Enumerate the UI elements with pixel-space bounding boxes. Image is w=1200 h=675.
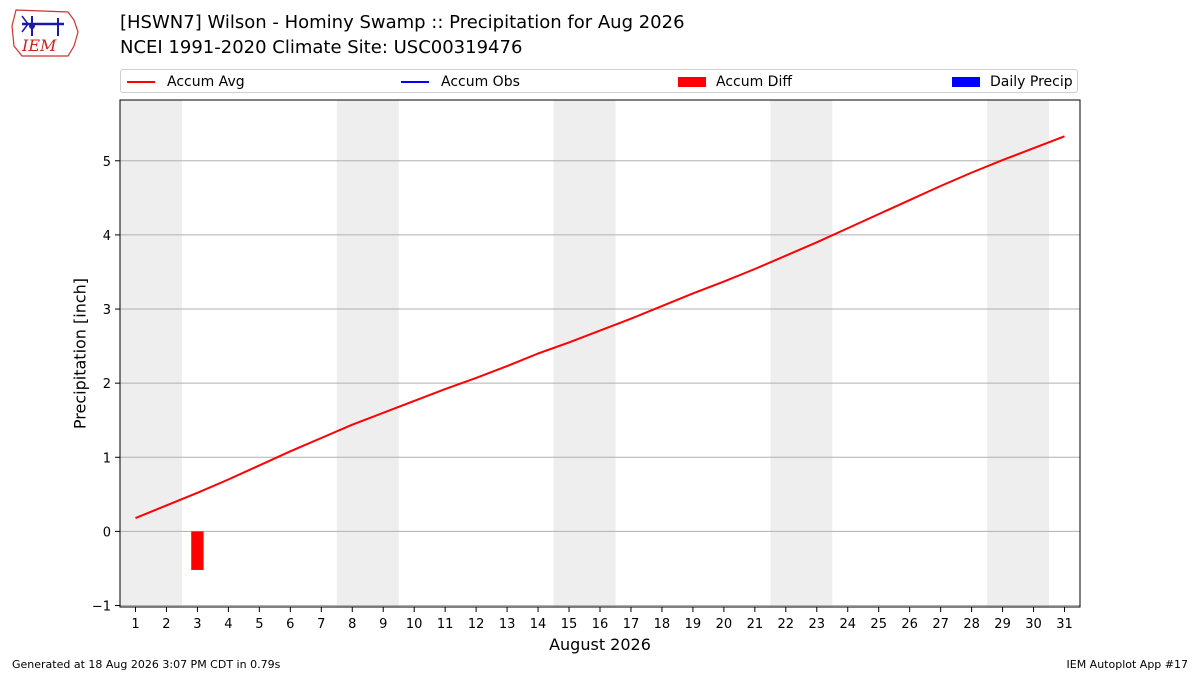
iem-logo: IEM	[11, 9, 79, 57]
weekend-band	[987, 100, 1050, 607]
legend-label: Daily Precip	[990, 74, 1073, 90]
generated-timestamp: Generated at 18 Aug 2026 3:07 PM CDT in …	[12, 658, 281, 671]
legend-item-accum-diff: Accum Diff	[678, 73, 792, 91]
y-gridlines	[120, 160, 1080, 607]
y-tick-label: 0	[103, 525, 111, 540]
x-tick-label: 21	[747, 617, 764, 632]
x-tick-label: 16	[592, 617, 609, 632]
weekend-band	[553, 100, 616, 607]
y-tick-label: 2	[103, 377, 111, 392]
x-tick-label: 15	[561, 617, 578, 632]
plot-frame	[119, 99, 1081, 608]
x-tick-label: 18	[654, 617, 671, 632]
weekend-shading	[120, 100, 1050, 607]
x-tick-label: 30	[1025, 617, 1042, 632]
x-tick-label: 10	[406, 617, 423, 632]
y-axis-ticks: −1 0 1 2 3 4 5	[92, 155, 120, 615]
legend-item-accum-avg: Accum Avg	[127, 73, 245, 91]
x-tick-label: 23	[809, 617, 826, 632]
x-tick-label: 31	[1056, 617, 1073, 632]
weekend-band	[336, 100, 399, 607]
x-axis-label: August 2026	[549, 635, 651, 654]
legend-label: Accum Obs	[441, 74, 520, 90]
x-tick-label: 17	[623, 617, 640, 632]
x-tick-label: 26	[901, 617, 918, 632]
logo-text: IEM	[21, 36, 57, 55]
y-tick-label: 1	[103, 451, 111, 466]
x-tick-label: 22	[778, 617, 795, 632]
x-tick-label: 9	[379, 617, 387, 632]
x-tick-label: 25	[870, 617, 887, 632]
x-tick-label: 13	[499, 617, 516, 632]
x-tick-label: 12	[468, 617, 485, 632]
x-tick-label: 27	[932, 617, 949, 632]
weekend-band	[770, 100, 833, 607]
weekend-band	[120, 100, 182, 607]
x-tick-label: 1	[131, 617, 139, 632]
legend-item-accum-obs: Accum Obs	[401, 73, 520, 91]
legend-patch-swatch	[952, 77, 980, 87]
accum-diff-bar	[191, 531, 204, 570]
legend-line-swatch	[401, 81, 429, 83]
legend-patch-swatch	[678, 77, 706, 87]
legend-line-swatch	[127, 81, 155, 83]
x-tick-label: 11	[437, 617, 454, 632]
x-tick-label: 20	[716, 617, 733, 632]
x-tick-label: 5	[255, 617, 263, 632]
accum-diff-bars	[191, 531, 204, 570]
x-tick-label: 19	[685, 617, 702, 632]
app-credit: IEM Autoplot App #17	[1066, 658, 1189, 671]
y-axis-label: Precipitation [inch]	[71, 278, 90, 429]
x-tick-label: 6	[286, 617, 294, 632]
legend-label: Accum Avg	[167, 74, 245, 90]
x-tick-label: 29	[994, 617, 1011, 632]
x-tick-label: 7	[317, 617, 325, 632]
chart-title: [HSWN7] Wilson - Hominy Swamp :: Precipi…	[120, 12, 685, 33]
chart-subtitle: NCEI 1991-2020 Climate Site: USC00319476	[120, 37, 523, 58]
accum-avg-line	[135, 135, 1065, 519]
x-tick-label: 24	[839, 617, 856, 632]
chart-legend: Accum Avg Accum Obs Accum Diff Daily Pre…	[120, 69, 1078, 93]
x-tick-label: 28	[963, 617, 980, 632]
x-tick-label: 8	[348, 617, 356, 632]
x-axis-ticks: 1 2 3 4 5 6 7 8 9 10 11 12 13 14 15 16 17 18 19 20 21 22 23 24 2…	[131, 607, 1073, 632]
y-tick-label: −1	[92, 600, 111, 615]
y-tick-label: 3	[103, 303, 111, 318]
y-tick-label: 4	[103, 229, 111, 244]
legend-label: Accum Diff	[716, 74, 793, 90]
x-tick-label: 2	[162, 617, 170, 632]
x-tick-label: 3	[193, 617, 201, 632]
accum-avg-polyline	[135, 135, 1065, 519]
x-tick-label: 4	[224, 617, 232, 632]
y-tick-label: 5	[103, 155, 111, 170]
x-tick-label: 14	[530, 617, 547, 632]
legend-item-daily-precip: Daily Precip	[952, 73, 1073, 91]
